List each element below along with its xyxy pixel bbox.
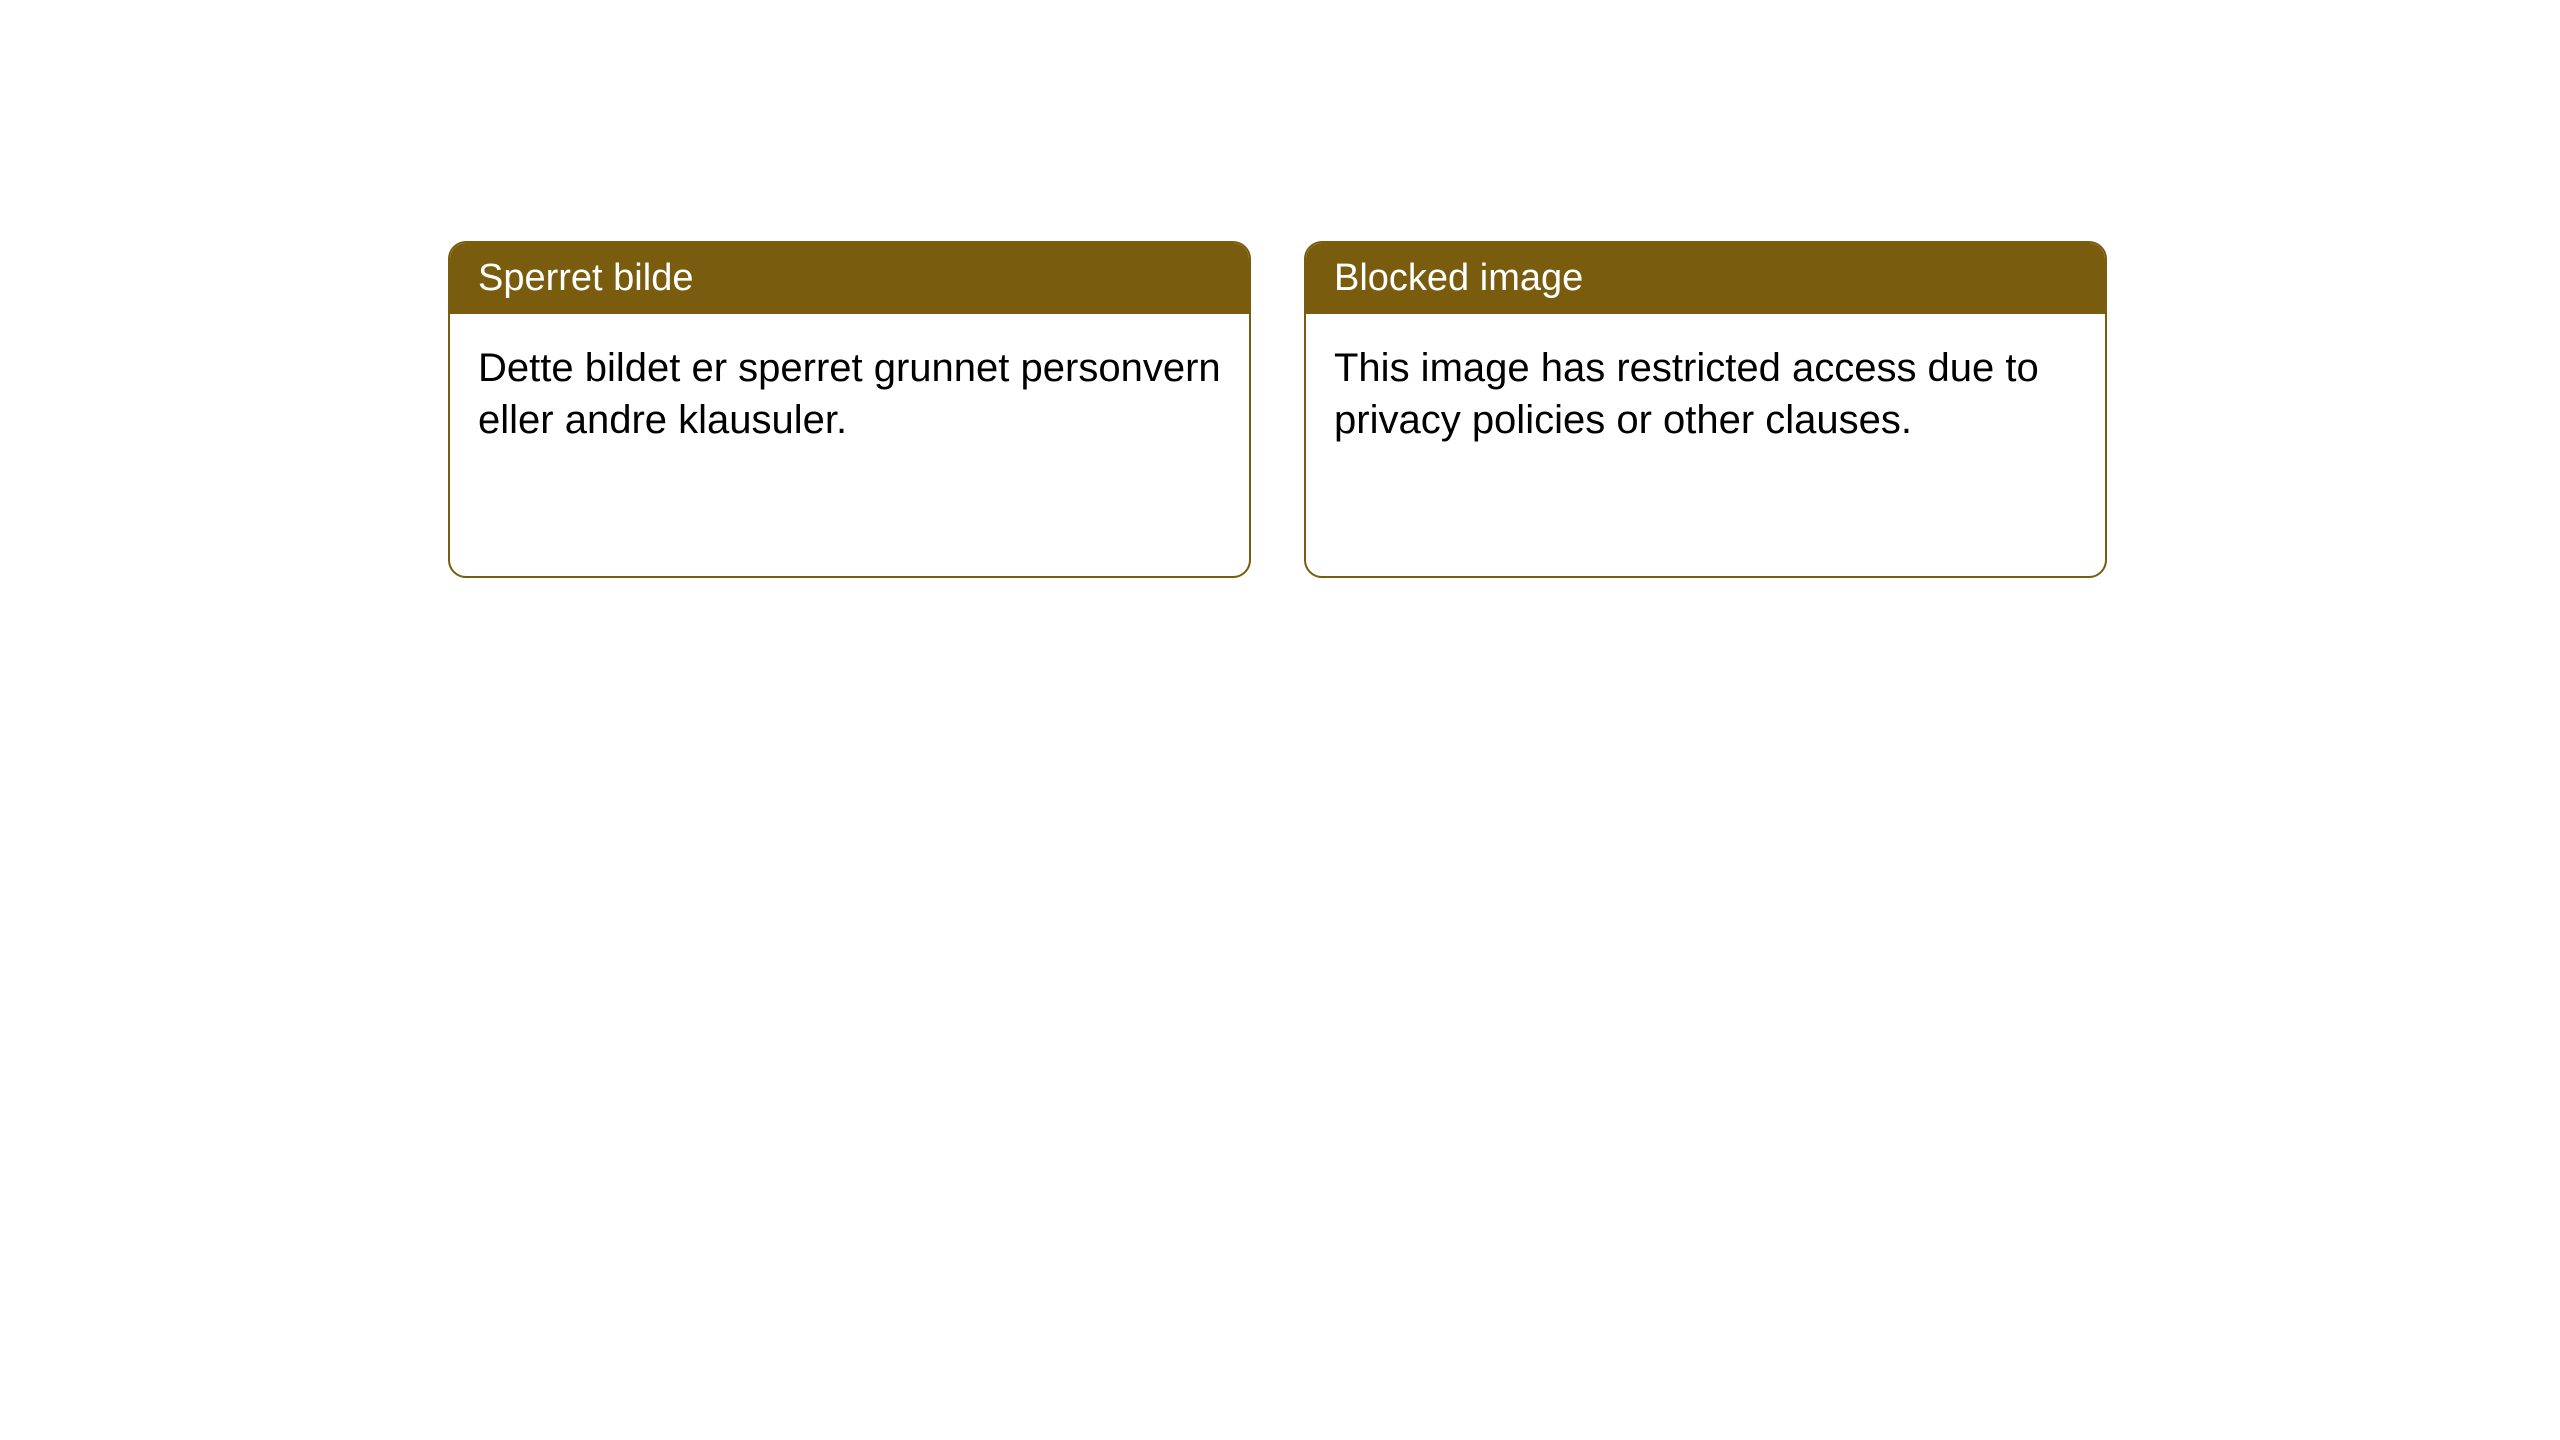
card-body: This image has restricted access due to …	[1306, 314, 2105, 474]
card-header: Sperret bilde	[450, 243, 1249, 314]
notice-card-english: Blocked image This image has restricted …	[1304, 241, 2107, 578]
notice-card-norwegian: Sperret bilde Dette bildet er sperret gr…	[448, 241, 1251, 578]
card-body-text: Dette bildet er sperret grunnet personve…	[478, 346, 1221, 442]
card-body-text: This image has restricted access due to …	[1334, 346, 2039, 442]
card-title: Sperret bilde	[478, 257, 693, 299]
card-title: Blocked image	[1334, 257, 1583, 299]
notice-container: Sperret bilde Dette bildet er sperret gr…	[448, 241, 2107, 578]
card-body: Dette bildet er sperret grunnet personve…	[450, 314, 1249, 474]
card-header: Blocked image	[1306, 243, 2105, 314]
